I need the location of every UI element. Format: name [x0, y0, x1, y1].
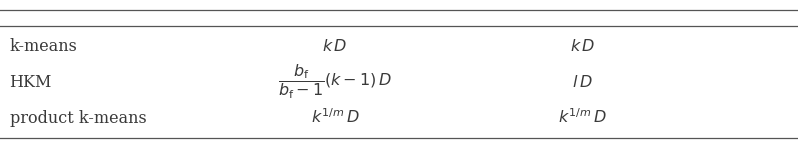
Text: k-means: k-means	[10, 38, 77, 55]
Text: HKM: HKM	[10, 74, 52, 91]
Text: product k-means: product k-means	[10, 110, 146, 127]
Text: $\dfrac{b_{\mathrm{f}}}{b_{\mathrm{f}}-1}(k-1)\,D$: $\dfrac{b_{\mathrm{f}}}{b_{\mathrm{f}}-1…	[279, 63, 392, 101]
Text: $k^{1/m}\,D$: $k^{1/m}\,D$	[558, 109, 607, 127]
Text: $k\,D$: $k\,D$	[570, 38, 595, 55]
Text: $k^{1/m}\,D$: $k^{1/m}\,D$	[310, 109, 360, 127]
Text: $k\,D$: $k\,D$	[322, 38, 348, 55]
Text: $l\,D$: $l\,D$	[572, 74, 593, 91]
